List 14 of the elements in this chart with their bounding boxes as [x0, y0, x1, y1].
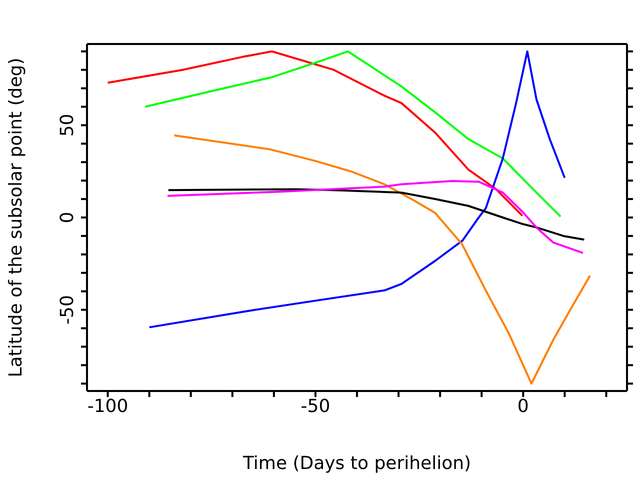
y-tick-label: 0	[57, 212, 78, 224]
y-tick-label: -50	[57, 295, 78, 324]
line-series	[166, 180, 584, 254]
x-tick-label: -50	[300, 396, 330, 417]
x-tick-label: -100	[87, 396, 128, 417]
line-series	[173, 134, 592, 385]
y-axis-title: Latitude of the subsolar point (deg)	[5, 58, 26, 378]
line-series	[106, 50, 524, 217]
line-series	[144, 50, 562, 218]
line-series	[167, 188, 586, 241]
y-tick-label: 50	[57, 114, 78, 137]
x-axis-title: Time (Days to perihelion)	[242, 453, 472, 474]
line-series	[148, 50, 566, 328]
x-tick-label: 0	[517, 396, 529, 417]
